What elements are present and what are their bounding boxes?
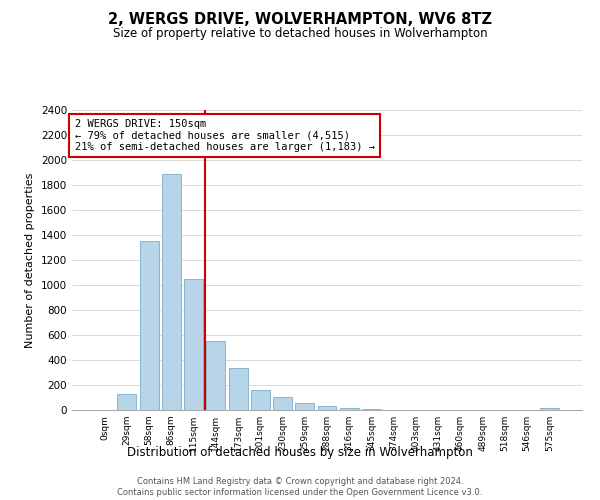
Bar	[206, 341, 225, 410]
Bar	[251, 390, 270, 410]
Bar	[229, 368, 248, 410]
Text: 2, WERGS DRIVE, WOLVERHAMPTON, WV6 8TZ: 2, WERGS DRIVE, WOLVERHAMPTON, WV6 8TZ	[108, 12, 492, 28]
Bar	[140, 242, 158, 410]
Bar	[317, 406, 337, 410]
Bar	[162, 174, 181, 410]
Text: Distribution of detached houses by size in Wolverhampton: Distribution of detached houses by size …	[127, 446, 473, 459]
Text: 2 WERGS DRIVE: 150sqm
← 79% of detached houses are smaller (4,515)
21% of semi-d: 2 WERGS DRIVE: 150sqm ← 79% of detached …	[74, 119, 374, 152]
Bar	[184, 279, 203, 410]
Bar	[340, 408, 359, 410]
Text: Contains HM Land Registry data © Crown copyright and database right 2024.: Contains HM Land Registry data © Crown c…	[137, 476, 463, 486]
Bar	[295, 402, 314, 410]
Y-axis label: Number of detached properties: Number of detached properties	[25, 172, 35, 348]
Bar	[118, 394, 136, 410]
Text: Size of property relative to detached houses in Wolverhampton: Size of property relative to detached ho…	[113, 28, 487, 40]
Bar	[540, 408, 559, 410]
Bar	[273, 397, 292, 410]
Text: Contains public sector information licensed under the Open Government Licence v3: Contains public sector information licen…	[118, 488, 482, 497]
